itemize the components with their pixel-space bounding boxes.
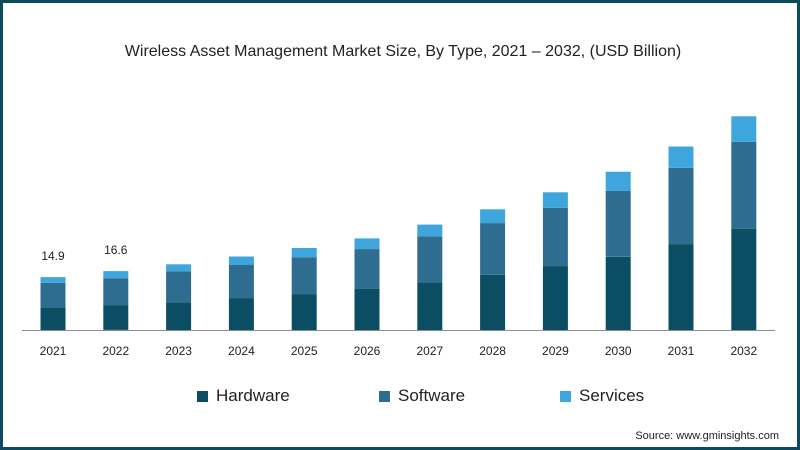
bar-software-2032 (731, 141, 757, 229)
bar-services-2024 (228, 256, 254, 265)
x-tick-label-2032: 2032 (730, 344, 757, 358)
bar-hardware-2023 (166, 302, 192, 330)
x-tick-label-2028: 2028 (479, 344, 506, 358)
legend-label-services: Services (579, 386, 645, 405)
x-tick-label-2021: 2021 (40, 344, 67, 358)
x-tick-label-2027: 2027 (416, 344, 443, 358)
bar-hardware-2024 (228, 298, 254, 330)
bar-hardware-2029 (542, 266, 568, 330)
bar-services-2027 (417, 224, 443, 237)
bar-hardware-2031 (668, 244, 694, 330)
bar-hardware-2028 (480, 275, 506, 330)
x-tick-label-2026: 2026 (354, 344, 381, 358)
legend-swatch-hardware (197, 390, 208, 402)
bar-services-2030 (605, 171, 631, 191)
legend-item-services: Services (560, 384, 644, 408)
bar-services-2028 (480, 209, 506, 224)
bar-software-2028 (480, 223, 506, 275)
legend-swatch-software (379, 390, 390, 402)
bar-software-2027 (417, 236, 443, 283)
source-note: Source: www.gminsights.com (635, 430, 779, 442)
bar-software-2026 (354, 249, 380, 289)
x-tick-label-2024: 2024 (228, 344, 255, 358)
bar-hardware-2032 (731, 228, 757, 330)
bar-hardware-2030 (605, 256, 631, 330)
chart-title: Wireless Asset Management Market Size, B… (124, 43, 682, 60)
x-tick-label-2022: 2022 (102, 344, 129, 358)
chart-legend: Hardware Software Services (3, 384, 800, 408)
legend-item-software: Software (379, 384, 465, 408)
legend-label-software: Software (398, 386, 466, 405)
bar-software-2024 (228, 265, 254, 298)
bar-software-2022 (103, 278, 129, 306)
bar-services-2032 (731, 116, 757, 142)
legend-item-hardware: Hardware (197, 384, 290, 408)
bar-hardware-2026 (354, 288, 380, 330)
x-tick-label-2030: 2030 (605, 344, 632, 358)
legend-label-hardware: Hardware (216, 386, 290, 405)
x-tick-label-2029: 2029 (542, 344, 569, 358)
bar-services-2031 (668, 146, 694, 168)
bar-services-2023 (166, 264, 192, 272)
bar-software-2031 (668, 167, 694, 245)
bar-hardware-2025 (291, 294, 317, 330)
bar-services-2022 (103, 271, 129, 279)
bar-software-2021 (40, 282, 66, 308)
bar-services-2025 (291, 248, 317, 258)
bar-software-2025 (291, 257, 317, 295)
x-tick-label-2025: 2025 (291, 344, 318, 358)
bar-services-2029 (542, 192, 568, 208)
bar-hardware-2021 (40, 307, 66, 330)
bar-services-2021 (40, 277, 66, 283)
data-label-2021: 14.9 (41, 249, 65, 263)
x-tick-label-2031: 2031 (668, 344, 695, 358)
bar-services-2026 (354, 238, 380, 249)
data-label-2022: 16.6 (104, 243, 128, 257)
bar-hardware-2027 (417, 282, 443, 330)
bar-software-2029 (542, 207, 568, 267)
x-tick-label-2023: 2023 (165, 344, 192, 358)
bar-software-2023 (166, 271, 192, 303)
bar-hardware-2022 (103, 305, 129, 330)
legend-swatch-services (560, 390, 571, 402)
bar-software-2030 (605, 190, 631, 257)
chart-plot: 2021 2022 2023 2024 2025 2026 2027 2028 2029 2030… (22, 116, 775, 358)
